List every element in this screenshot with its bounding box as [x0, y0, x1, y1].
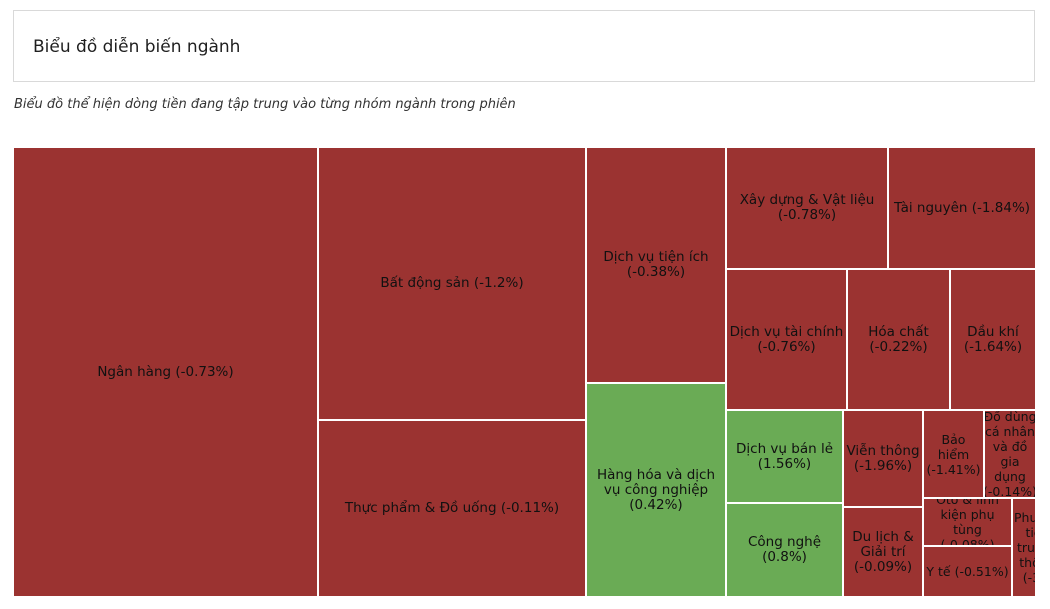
treemap-tile-label: Công nghệ (0.8%) — [747, 534, 822, 565]
treemap-tile-cong-nghe[interactable]: Công nghệ (0.8%) — [726, 503, 843, 597]
page-title: Biểu đồ diễn biến ngành — [33, 37, 241, 57]
treemap-tile-xay-dung-vat-lieu[interactable]: Xây dựng & Vật liệu (-0.78%) — [726, 147, 888, 269]
treemap-tile-vien-thong[interactable]: Viễn thông (-1.96%) — [843, 410, 923, 507]
treemap-tile-do-dung-ca-nhan-va-do-gia-dung[interactable]: Đồ dùng cá nhân và đồ gia dụng (-0.14%) — [984, 410, 1036, 498]
treemap-tile-label: Xây dựng & Vật liệu (-0.78%) — [739, 192, 875, 223]
sector-treemap: Ngân hàng (-0.73%) Bất động sản (-1.2%) Th… — [13, 147, 1036, 597]
treemap-tile-label: Dịch vụ tài chính (-0.76%) — [729, 323, 844, 355]
treemap-tile-hoa-chat[interactable]: Hóa chất (-0.22%) — [847, 269, 950, 410]
treemap-tile-dich-vu-tien-ich[interactable]: Dịch vụ tiện ích (-0.38%) — [586, 147, 726, 383]
treemap-tile-label: Dịch vụ bán lẻ (1.56%) — [736, 440, 833, 472]
treemap-tile-ngan-hang[interactable]: Ngân hàng (-0.73%) — [13, 147, 318, 597]
treemap-tile-tai-nguyen[interactable]: Tài nguyên (-1.84%) — [888, 147, 1036, 269]
treemap-tile-label: Tài nguyên (-1.84%) — [893, 199, 1031, 216]
treemap-tile-label: Bất động sản (-1.2%) — [380, 275, 524, 291]
treemap-tile-phuong-tien-truyen-thong[interactable]: Phương tiện truyền thông (-3.5 — [1012, 498, 1036, 597]
treemap-tile-dich-vu-ban-le[interactable]: Dịch vụ bán lẻ (1.56%) — [726, 410, 843, 503]
treemap-tile-label: Viễn thông (-1.96%) — [846, 442, 920, 474]
treemap-tile-label: Dịch vụ tiện ích (-0.38%) — [603, 249, 709, 280]
treemap-tile-label: Hóa chất (-0.22%) — [868, 323, 929, 355]
treemap-tile-label: Dầu khí (-1.64%) — [963, 323, 1023, 355]
treemap-tile-label: Ôtô & linh kiện phụ tùng (-0.08%) — [936, 498, 999, 546]
treemap-tile-oto-linh-kien-phu-tung[interactable]: Ôtô & linh kiện phụ tùng (-0.08%) — [923, 498, 1012, 546]
treemap-tile-label: Y tế (-0.51%) — [926, 564, 1009, 579]
treemap-tile-thuc-pham-do-uong[interactable]: Thực phẩm & Đồ uống (-0.11%) — [318, 420, 586, 597]
treemap-tile-bao-hiem[interactable]: Bảo hiểm (-1.41%) — [923, 410, 984, 498]
treemap-tile-label: Ngân hàng (-0.73%) — [97, 363, 234, 380]
chart-header: Biểu đồ diễn biến ngành — [13, 10, 1035, 82]
treemap-tile-y-te[interactable]: Y tế (-0.51%) — [923, 546, 1012, 597]
treemap-tile-label: Thực phẩm & Đồ uống (-0.11%) — [344, 500, 560, 516]
treemap-tile-label: Hàng hóa và dịch vụ công nghiệp (0.42%) — [596, 466, 716, 513]
treemap-tile-dich-vu-tai-chinh[interactable]: Dịch vụ tài chính (-0.76%) — [726, 269, 847, 410]
treemap-tile-label: Du lịch & Giải trí (-0.09%) — [852, 528, 914, 575]
treemap-tile-label: Phương tiện truyền thông (-3.5 — [1014, 510, 1036, 585]
treemap-tile-dau-khi[interactable]: Dầu khí (-1.64%) — [950, 269, 1036, 410]
treemap-tile-hang-hoa-va-dich-vu-cong-nghiep[interactable]: Hàng hóa và dịch vụ công nghiệp (0.42%) — [586, 383, 726, 597]
treemap-tile-label: Bảo hiểm (-1.41%) — [926, 431, 981, 477]
treemap-tile-label: Đồ dùng cá nhân và đồ gia dụng (-0.14%) — [984, 410, 1036, 498]
treemap-tile-du-lich-giai-tri[interactable]: Du lịch & Giải trí (-0.09%) — [843, 507, 923, 597]
chart-subtitle: Biểu đồ thể hiện dòng tiền đang tập trun… — [14, 97, 516, 112]
treemap-tile-bat-dong-san[interactable]: Bất động sản (-1.2%) — [318, 147, 586, 420]
